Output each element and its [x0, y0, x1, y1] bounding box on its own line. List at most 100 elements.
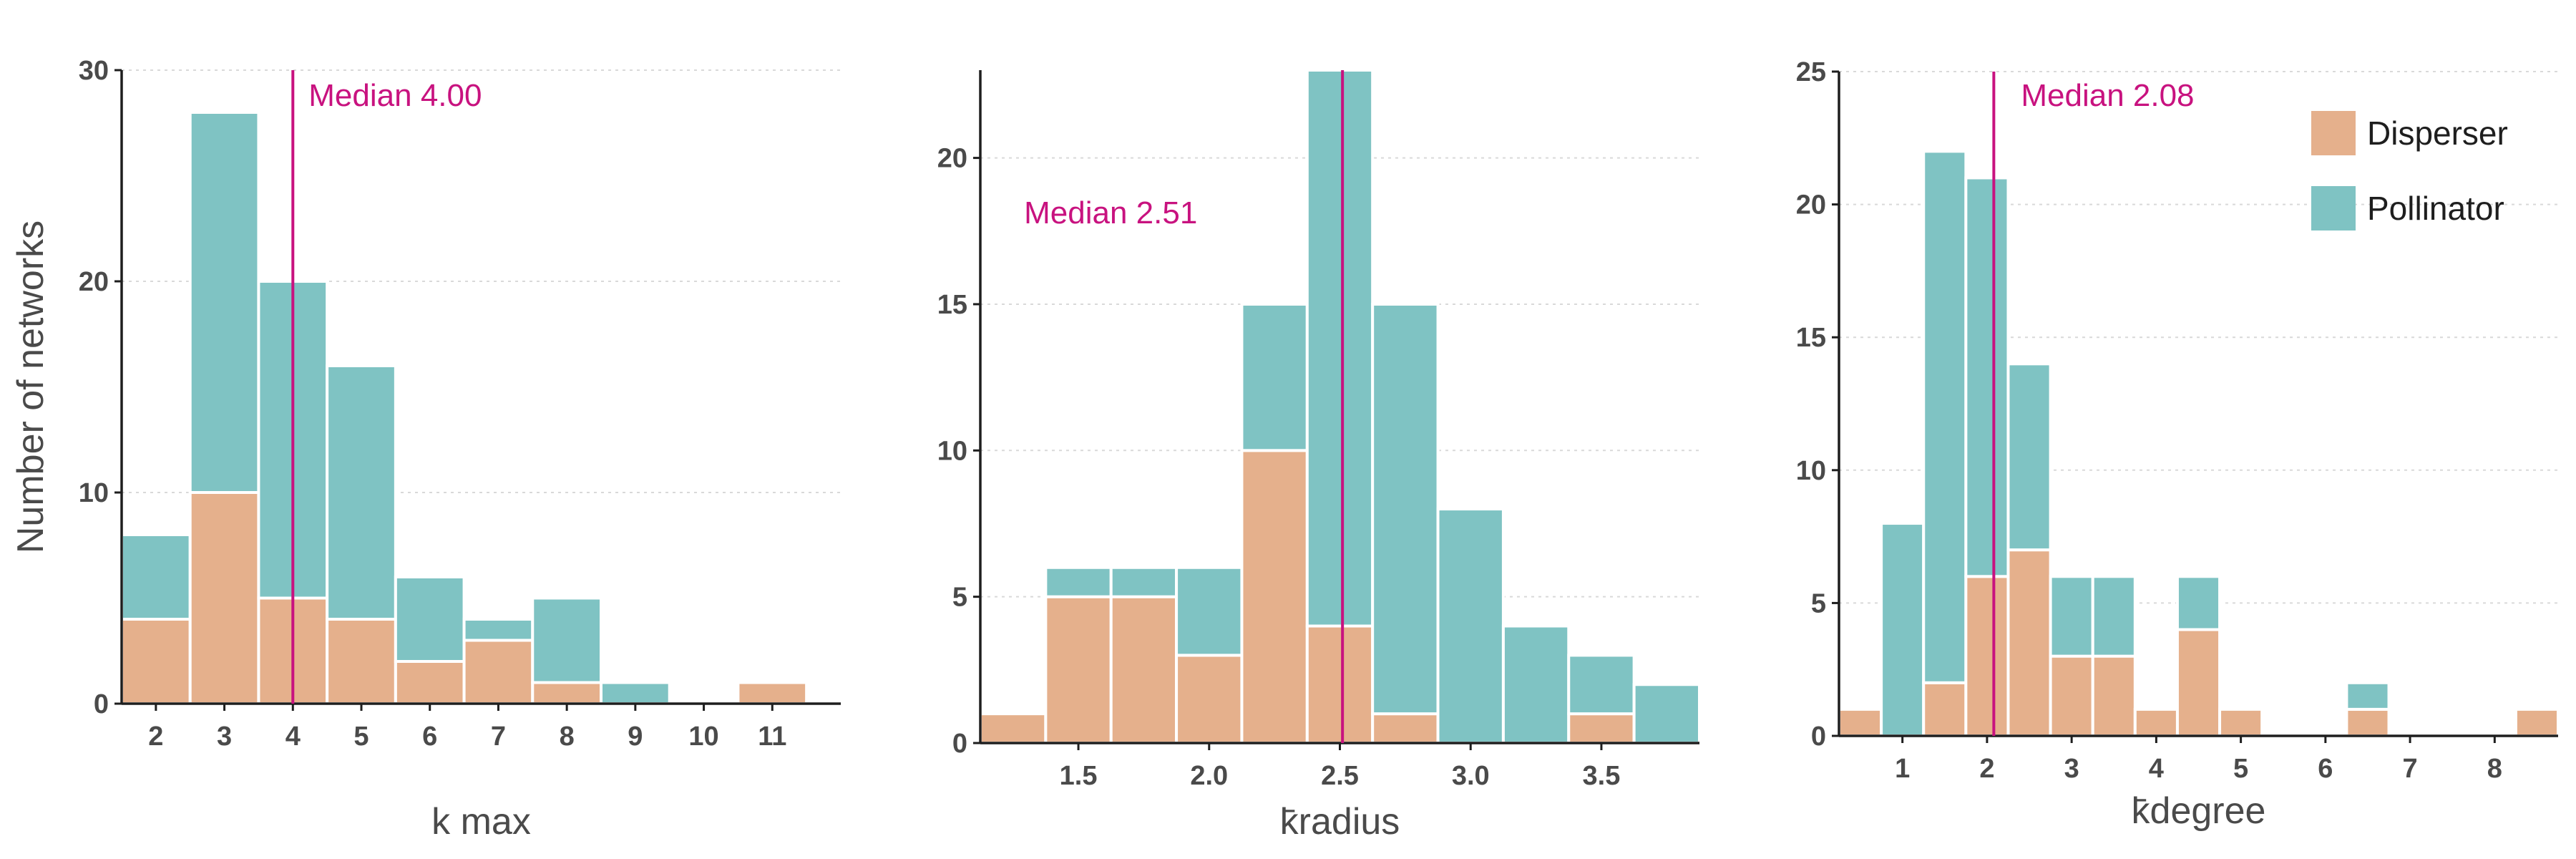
bar-disperser-8 [2175, 628, 2222, 738]
x-tick-label: 3 [2064, 754, 2079, 784]
bar-pollinator-4 [2006, 362, 2052, 552]
bar-disperser-2 [1109, 595, 1179, 744]
legend-label-pollinator: Pollinator [2367, 190, 2504, 227]
median-label: Median 4.00 [308, 78, 482, 113]
bar-pollinator-5 [1305, 69, 1375, 628]
bar-disperser-0 [1838, 707, 1883, 738]
bar-pollinator-3 [1175, 566, 1244, 657]
bar-pollinator-8 [1501, 624, 1571, 744]
bar-pollinator-2 [1109, 566, 1179, 598]
x-tick-label: 4 [2149, 754, 2164, 784]
bar-pollinator-3 [326, 364, 397, 621]
bar-disperser-4 [2006, 548, 2052, 737]
x-tick-label: 2 [148, 722, 163, 752]
bar-disperser-5 [1305, 624, 1375, 744]
y-axis-label: Number of networks [10, 220, 52, 553]
y-tick-label: 5 [1811, 588, 1826, 618]
y-tick-label: 30 [79, 56, 109, 86]
y-tick-label: 20 [79, 267, 109, 297]
bar-pollinator-3 [1964, 176, 2010, 578]
x-axis-label: k̄degree [2132, 790, 2266, 832]
bar-disperser-3 [1964, 575, 2010, 738]
x-tick-label: 5 [353, 722, 369, 752]
bar-pollinator-5 [2049, 575, 2094, 658]
y-tick-label: 5 [952, 583, 967, 613]
bar-disperser-0 [120, 618, 192, 705]
bar-pollinator-2 [1922, 150, 1968, 684]
x-axis-label: k̄radius [1280, 801, 1400, 843]
bar-disperser-0 [979, 712, 1048, 744]
x-tick-label: 5 [2233, 754, 2248, 784]
bar-disperser-4 [394, 660, 466, 705]
bar-pollinator-4 [394, 576, 466, 663]
x-tick-label: 10 [688, 722, 718, 752]
bar-pollinator-4 [1240, 302, 1309, 452]
bar-disperser-3 [1175, 654, 1244, 744]
bar-disperser-12 [2345, 707, 2391, 738]
y-tick-label: 0 [952, 729, 967, 759]
bar-pollinator-1 [1044, 566, 1113, 598]
bar-disperser-6 [1371, 712, 1440, 744]
y-tick-label: 15 [937, 290, 967, 320]
bar-disperser-9 [736, 681, 809, 705]
y-tick-label: 25 [1796, 57, 1826, 87]
bar-disperser-4 [1240, 449, 1309, 744]
legend-label-disperser: Disperser [2367, 115, 2508, 152]
bar-pollinator-12 [2345, 681, 2391, 711]
x-tick-label: 11 [758, 722, 786, 752]
legend-swatch-pollinator [2311, 186, 2356, 230]
bar-disperser-9 [1567, 712, 1636, 744]
bar-disperser-2 [1922, 681, 1968, 738]
y-tick-label: 20 [1796, 190, 1826, 220]
bar-disperser-6 [2091, 654, 2137, 738]
y-tick-label: 0 [1811, 722, 1826, 752]
x-tick-label: 6 [422, 722, 437, 752]
x-tick-label: 3.0 [1452, 761, 1490, 791]
panel-2: 0 5 10 15 20 1.5 2.0 2.5 3.0 3.5 k̄radius Median 2.… [937, 69, 1702, 843]
bar-pollinator-5 [462, 618, 535, 642]
bar-pollinator-7 [1436, 508, 1505, 744]
bar-pollinator-6 [2091, 575, 2137, 658]
bar-pollinator-7 [600, 681, 671, 705]
bar-pollinator-0 [120, 533, 192, 621]
x-tick-label: 2.0 [1190, 761, 1228, 791]
x-tick-label: 1 [1895, 754, 1910, 784]
bar-pollinator-9 [1567, 654, 1636, 716]
x-tick-label: 8 [560, 722, 575, 752]
panel-3: 0 5 10 15 20 25 1 2 3 4 5 6 7 8 k̄degree Median 2.08 Dis… [1796, 57, 2560, 832]
x-tick-label: 2.5 [1321, 761, 1359, 791]
y-tick-label: 10 [937, 436, 967, 466]
y-tick-label: 0 [94, 689, 109, 719]
bar-disperser-1 [188, 491, 260, 705]
legend: Disperser Pollinator [2311, 111, 2508, 230]
bar-pollinator-10 [1632, 683, 1702, 744]
bar-pollinator-1 [188, 111, 260, 494]
x-tick-label: 1.5 [1060, 761, 1098, 791]
bar-disperser-3 [326, 618, 397, 705]
x-axis-label: k max [431, 801, 531, 843]
x-tick-label: 9 [628, 722, 643, 752]
bar-disperser-6 [531, 681, 602, 705]
bar-disperser-5 [2049, 654, 2094, 738]
x-tick-label: 7 [2403, 754, 2418, 784]
y-tick-label: 15 [1796, 323, 1826, 353]
bar-pollinator-1 [1880, 522, 1926, 737]
x-tick-label: 4 [286, 722, 301, 752]
bar-disperser-5 [462, 639, 535, 705]
bar-disperser-1 [1044, 595, 1113, 744]
bar-pollinator-6 [1371, 302, 1440, 716]
y-tick-label: 10 [79, 478, 109, 508]
x-tick-label: 8 [2487, 754, 2502, 784]
x-tick-label: 7 [491, 722, 506, 752]
y-tick-label: 10 [1796, 456, 1826, 486]
bar-pollinator-6 [531, 596, 602, 684]
median-label: Median 2.51 [1024, 195, 1197, 230]
y-tick-label: 20 [937, 144, 967, 174]
bar-disperser-16 [2514, 707, 2560, 738]
panel-1: 0 10 20 30 2 3 4 5 6 7 8 9 10 11 k max Number of networ… [10, 56, 841, 843]
x-tick-label: 3 [217, 722, 232, 752]
median-label: Median 2.08 [2021, 78, 2194, 113]
bar-disperser-7 [2133, 707, 2179, 738]
